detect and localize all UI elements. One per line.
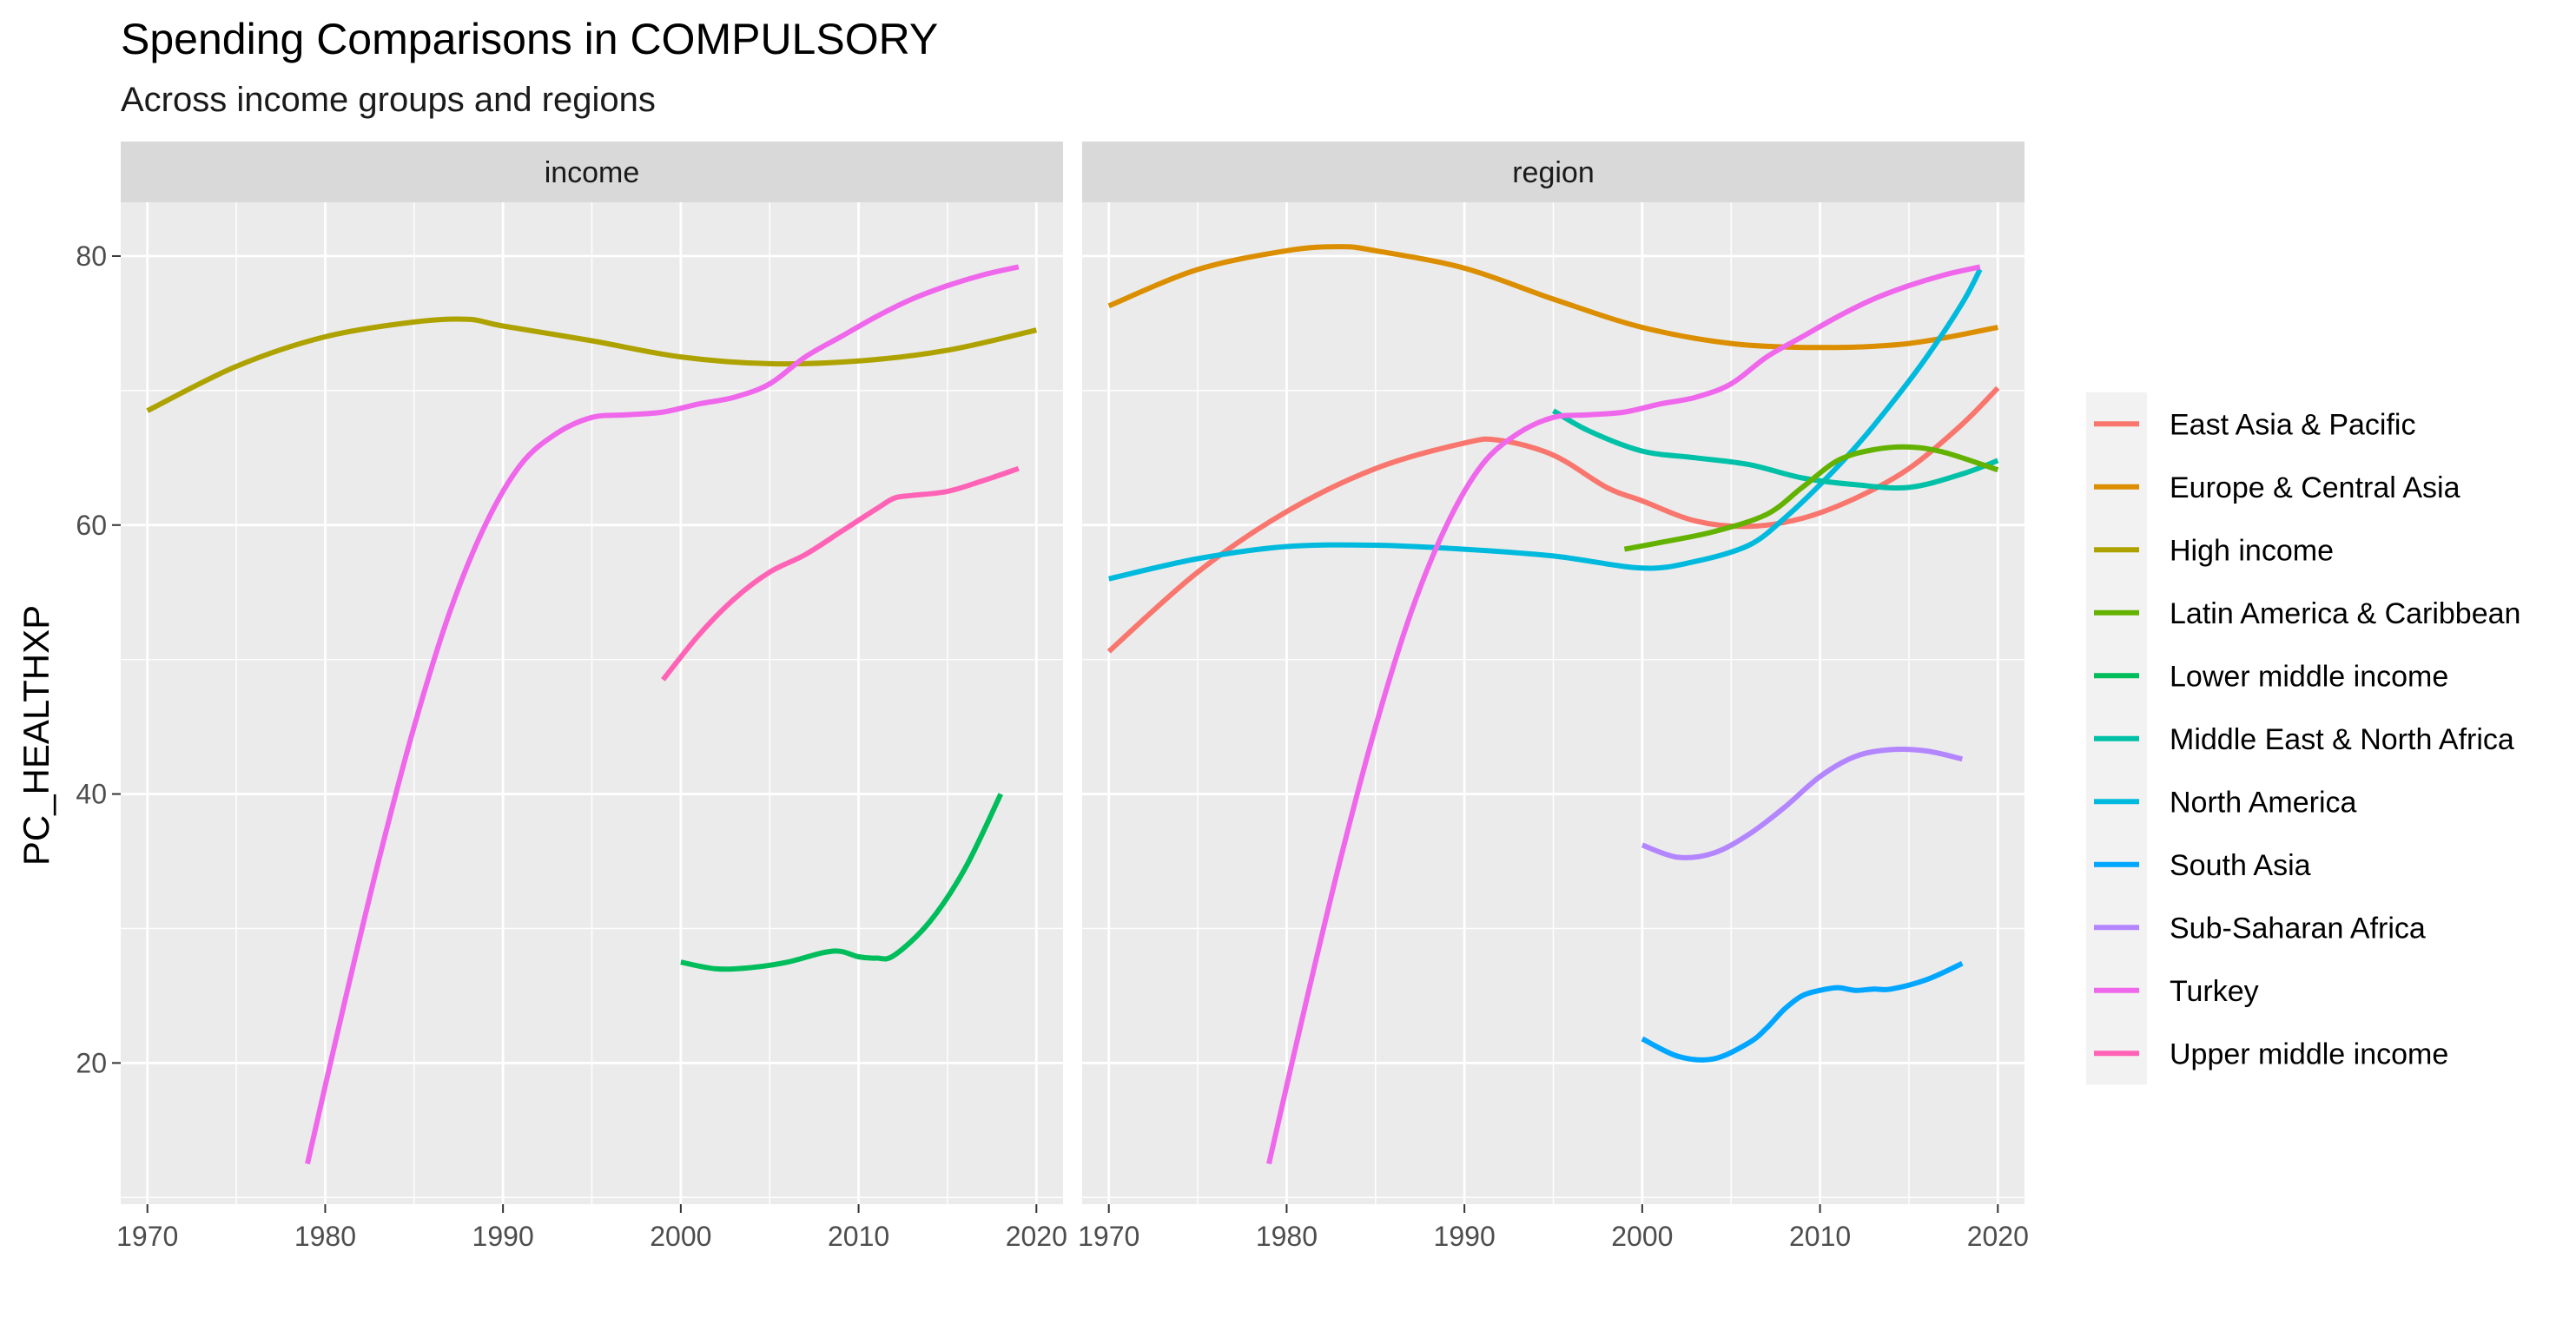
series-line-high-income [146, 316, 1037, 413]
chart-title: Spending Comparisons in COMPULSORY [121, 15, 938, 63]
legend-item: Upper middle income [2094, 1037, 2448, 1070]
legend-item: Sub-Saharan Africa [2094, 912, 2426, 945]
series-line-north-america [1108, 268, 1983, 582]
x-tick-label: 2010 [828, 1221, 889, 1252]
series-line-lower-middle-income [680, 793, 1004, 972]
legend-label: Sub-Saharan Africa [2170, 912, 2426, 945]
legend-label: Lower middle income [2170, 660, 2448, 693]
legend-item: South Asia [2094, 849, 2311, 882]
legend-item: Latin America & Caribbean [2094, 597, 2520, 630]
series-line-turkey [305, 264, 1020, 1165]
legend-label: Middle East & North Africa [2170, 723, 2514, 756]
facet-strip [1082, 142, 2024, 202]
legend-item: North America [2094, 786, 2356, 819]
legend-label: Upper middle income [2170, 1037, 2448, 1070]
legend-item: Middle East & North Africa [2094, 723, 2514, 756]
legend-item: Europe & Central Asia [2094, 471, 2460, 504]
legend-item: East Asia & Pacific [2094, 408, 2415, 441]
y-tick-label: 40 [76, 779, 107, 810]
x-tick-label: 1990 [472, 1221, 534, 1252]
y-tick-label: 80 [76, 240, 107, 272]
facet-strip-label: region [1512, 156, 1595, 189]
series-line-upper-middle-income [661, 465, 1020, 682]
series-line-turkey [1266, 264, 1981, 1165]
x-tick-label: 1980 [1256, 1221, 1318, 1252]
x-tick-label: 1990 [1434, 1221, 1496, 1252]
legend-item: Turkey [2094, 975, 2259, 1008]
x-tick-label: 2010 [1789, 1221, 1851, 1252]
y-tick-label: 60 [76, 510, 107, 541]
facet-strip-label: income [545, 156, 640, 189]
legend-item: Lower middle income [2094, 660, 2448, 693]
x-tick-label: 2020 [1967, 1221, 2029, 1252]
legend-label: North America [2170, 786, 2356, 819]
legend-label: East Asia & Pacific [2170, 408, 2415, 441]
x-tick-label: 1970 [1078, 1221, 1139, 1252]
series-line-middle-east-north-africa [1551, 408, 1999, 491]
x-tick-label: 2000 [650, 1221, 711, 1252]
facet-strip [121, 142, 1063, 202]
series-line-latin-america-caribbean [1623, 444, 1999, 552]
series-line-south-asia [1641, 960, 1964, 1063]
facet-panel-region: region 1970 1980 1990 2000 2010 2020 [1078, 142, 2029, 1252]
x-tick-label: 2000 [1611, 1221, 1673, 1252]
y-axis-title: PC_HEALTHXP [16, 605, 56, 866]
chart-subtitle: Across income groups and regions [121, 81, 656, 119]
series-line-europe-central-asia [1107, 244, 1998, 351]
legend: East Asia & Pacific Europe & Central Asia… [2086, 392, 2520, 1085]
legend-label: Europe & Central Asia [2170, 471, 2460, 504]
legend-label: Latin America & Caribbean [2170, 597, 2520, 630]
legend-item: High income [2094, 534, 2334, 567]
legend-label: South Asia [2170, 849, 2311, 882]
x-tick-label: 1980 [294, 1221, 356, 1252]
series-line-east-asia-pacific [1106, 385, 2000, 654]
y-tick-label: 20 [76, 1047, 107, 1078]
series-line-sub-saharan-africa [1641, 746, 1964, 860]
legend-label: High income [2170, 534, 2334, 567]
legend-label: Turkey [2170, 975, 2259, 1008]
x-tick-label: 2020 [1006, 1221, 1067, 1252]
x-tick-label: 1970 [116, 1221, 178, 1252]
